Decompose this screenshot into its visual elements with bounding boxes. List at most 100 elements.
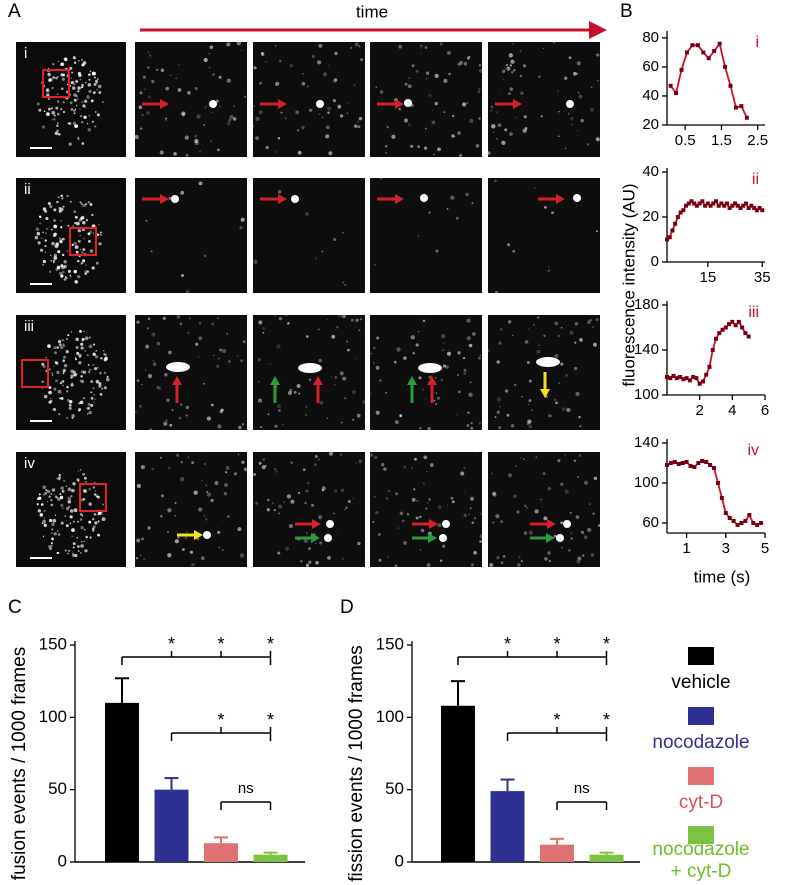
speckle xyxy=(574,322,579,326)
bright-spot xyxy=(291,195,299,203)
speckle xyxy=(103,371,107,375)
speckle xyxy=(84,99,87,103)
speckle xyxy=(253,259,258,264)
y-axis-label: fission events / 1000 frames xyxy=(346,645,367,882)
speckle xyxy=(94,79,98,83)
speckle xyxy=(54,514,57,516)
speckle xyxy=(289,64,293,68)
speckle xyxy=(79,356,81,358)
speckle xyxy=(53,114,56,117)
speckle xyxy=(77,86,81,90)
speckle xyxy=(493,493,497,498)
speckle xyxy=(578,415,581,419)
speckle xyxy=(267,498,270,502)
speckle xyxy=(285,546,289,551)
speckle xyxy=(43,493,45,496)
speckle xyxy=(147,95,151,99)
speckle xyxy=(198,181,203,186)
speckle xyxy=(62,384,64,387)
speckle xyxy=(174,539,179,544)
y-tick-label: 100 xyxy=(39,707,67,726)
speckle xyxy=(205,490,209,494)
speckle xyxy=(261,465,266,470)
speckle xyxy=(403,118,409,123)
speckle xyxy=(523,531,528,535)
speckle xyxy=(83,540,86,543)
speckle xyxy=(72,56,76,60)
speckle xyxy=(575,515,580,519)
speckle xyxy=(103,350,105,352)
speckle xyxy=(73,61,77,64)
speckle xyxy=(97,533,100,537)
pointer-arrow-head xyxy=(160,194,169,204)
speckle xyxy=(77,470,80,472)
speckle xyxy=(68,122,72,125)
speckle xyxy=(85,264,87,266)
speckle xyxy=(55,76,58,80)
data-point xyxy=(708,203,713,208)
speckle xyxy=(72,520,76,523)
speckle xyxy=(504,389,509,393)
speckle xyxy=(53,493,55,496)
speckle xyxy=(356,413,361,418)
speckle xyxy=(77,259,80,263)
speckle xyxy=(51,544,54,547)
bright-spot xyxy=(203,531,211,539)
speckle xyxy=(100,393,103,396)
speckle xyxy=(576,475,580,479)
speckle xyxy=(513,494,517,498)
speckle xyxy=(588,503,591,505)
speckle xyxy=(220,408,223,411)
speckle xyxy=(460,471,465,476)
speckle xyxy=(408,77,410,79)
speckle xyxy=(34,235,39,240)
speckle xyxy=(91,527,95,531)
pointer-arrow-head xyxy=(395,194,404,204)
speckle xyxy=(522,64,527,68)
speckle xyxy=(206,492,212,497)
speckle xyxy=(75,346,79,349)
speckle xyxy=(458,154,463,158)
data-point xyxy=(711,201,716,206)
speckle xyxy=(505,63,508,67)
speckle xyxy=(507,92,511,96)
speckle xyxy=(159,150,164,155)
speckle xyxy=(337,313,343,318)
y-tick-label: 100 xyxy=(634,474,659,491)
speckle xyxy=(105,377,110,382)
speckle xyxy=(358,45,361,48)
speckle xyxy=(81,59,83,61)
speckle xyxy=(560,546,563,549)
speckle xyxy=(201,479,203,482)
speckle xyxy=(293,390,297,394)
speckle xyxy=(304,413,308,417)
speckle xyxy=(70,495,73,498)
speckle xyxy=(561,407,566,412)
data-point xyxy=(743,519,748,523)
speckle xyxy=(279,59,282,63)
speckle xyxy=(168,350,172,355)
speckle xyxy=(457,390,461,394)
speckle xyxy=(85,106,87,109)
speckle xyxy=(55,379,58,383)
speckle xyxy=(570,123,573,126)
chart-annotation: iii xyxy=(748,304,759,321)
speckle xyxy=(74,357,77,359)
speckle xyxy=(341,557,344,560)
speckle xyxy=(265,464,267,467)
speckle xyxy=(53,365,55,367)
speckle xyxy=(76,536,79,539)
speckle xyxy=(177,88,182,92)
speckle xyxy=(99,233,102,235)
speckle xyxy=(88,78,91,81)
speckle xyxy=(61,339,64,342)
speckle xyxy=(548,266,550,268)
speckle xyxy=(146,327,150,330)
speckle xyxy=(136,379,140,382)
speckle xyxy=(178,63,180,66)
speckle xyxy=(290,461,293,464)
speckle xyxy=(87,371,91,374)
pointer-arrow-head xyxy=(429,519,438,529)
speckle xyxy=(219,105,221,108)
speckle xyxy=(306,481,310,485)
